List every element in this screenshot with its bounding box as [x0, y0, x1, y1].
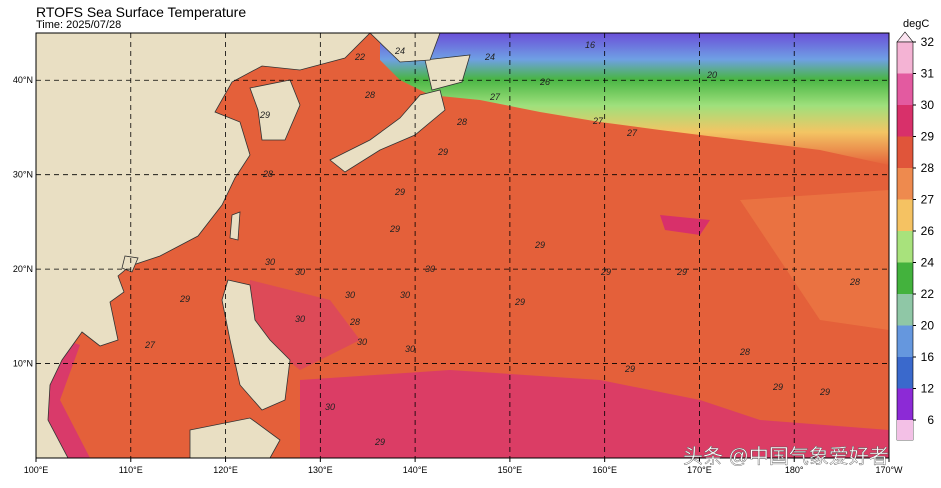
colorbar-tick-label: 27 [921, 193, 935, 207]
colorbar-tick-label: 22 [921, 287, 935, 301]
contour-label: 29 [394, 187, 405, 197]
land-taiwan [229, 211, 241, 241]
land-borneo [189, 417, 281, 458]
contour-label: 29 [437, 147, 448, 157]
contour-label: 30 [400, 290, 410, 300]
lon-tick-label: 140°E [403, 465, 428, 475]
watermark: 头条 @中国气象爱好者 [683, 445, 889, 468]
colorbar-tick-label: 24 [921, 256, 935, 270]
contour-label: 29 [514, 297, 525, 307]
colorbar-band [897, 420, 913, 440]
contour-label: 26 [539, 77, 550, 87]
lon-tick-label: 160°E [592, 465, 617, 475]
contour-label: 30 [295, 314, 305, 324]
contour-label: 28 [349, 317, 360, 327]
contour-label: 28 [849, 277, 860, 287]
contour-label: 29 [772, 382, 783, 392]
colorbar-band [897, 294, 913, 326]
colorbar-band [897, 262, 913, 294]
lat-tick-label: 30°N [13, 170, 33, 180]
land-japan [329, 89, 446, 173]
lon-tick-label: 110°E [119, 465, 143, 475]
contour-label: 29 [624, 364, 635, 374]
contour-label: 27 [592, 116, 604, 126]
contour-label: 29 [676, 267, 687, 277]
colorbar-tick-label: 29 [921, 130, 935, 144]
contour-label: 27 [144, 340, 156, 350]
lon-tick-label: 150°E [498, 465, 523, 475]
land-sakhalin [369, 33, 441, 63]
time-label: Time: 2025/07/28 [36, 19, 121, 31]
plot-frame [35, 32, 890, 459]
contour-label: 29 [179, 294, 190, 304]
contour-label: 30 [265, 257, 275, 267]
contour-label: 16 [585, 40, 595, 50]
contour-label: 28 [456, 117, 467, 127]
contour-label: 29 [819, 387, 830, 397]
contour-label: 30 [425, 264, 435, 274]
contour-label: 29 [374, 437, 385, 447]
colorbar-tick-label: 32 [921, 35, 935, 49]
lat-tick-label: 40°N [13, 75, 33, 85]
colorbar-band [897, 168, 913, 200]
colorbar-tick-label: 31 [921, 67, 935, 81]
contour-label: 29 [389, 224, 400, 234]
lon-tick-label: 100°E [24, 465, 49, 475]
lon-tick-label: 130°E [308, 465, 333, 475]
colorbar-band [897, 42, 913, 74]
cool-waters [380, 33, 889, 165]
contour-label: 24 [484, 52, 495, 62]
colorbar-tick-label: 20 [921, 319, 935, 333]
warm-pool [660, 215, 710, 235]
contour-label: 28 [739, 347, 750, 357]
mild-water [740, 190, 889, 330]
contour-label: 27 [489, 92, 501, 102]
land-asia [36, 33, 371, 458]
contour-label: 30 [295, 267, 305, 277]
map-field [36, 33, 889, 458]
colorbar-tick-label: 26 [921, 224, 935, 238]
contour-label: 30 [345, 290, 355, 300]
lon-tick-label: 170°E [687, 465, 712, 475]
contour-label: 29 [534, 240, 545, 250]
contour-label: 29 [259, 110, 270, 120]
contour-label: 30 [405, 344, 415, 354]
land-hokkaido [424, 54, 471, 91]
contour-label: 20 [706, 70, 717, 80]
land-philippines [221, 279, 291, 411]
colorbar-label: degC [903, 18, 929, 30]
colorbar-band [897, 136, 913, 168]
colorbar-band [897, 199, 913, 231]
title: RTOFS Sea Surface Temperature [36, 4, 246, 20]
contour-label: 28 [364, 90, 375, 100]
colorbar-tick-label: 28 [921, 161, 935, 175]
colorbar-band [897, 105, 913, 137]
contour-label: 27 [626, 128, 638, 138]
colorbar-tick-label: 16 [921, 350, 935, 364]
colorbar-extend [896, 31, 914, 43]
lon-tick-label: 120°E [213, 465, 238, 475]
contour-label: 30 [357, 337, 367, 347]
contour-label: 29 [600, 267, 611, 277]
lat-tick-label: 10°N [13, 359, 33, 369]
lon-tick-label: 180° [785, 465, 804, 475]
lat-tick-label: 20°N [13, 264, 33, 274]
colorbar-tick-label: 30 [921, 98, 935, 112]
contour-label: 28 [262, 169, 273, 179]
warm-pool [300, 370, 889, 458]
contour-label: 22 [354, 52, 365, 62]
colorbar-tick-label: 6 [927, 413, 934, 427]
contour-label: 24 [394, 46, 405, 56]
colorbar-band [897, 357, 913, 389]
colorbar-band [897, 73, 913, 105]
colorbar-band [897, 231, 913, 263]
lon-tick-label: 170°W [875, 465, 903, 475]
colorbar-band [897, 325, 913, 357]
contour-label: 30 [325, 402, 335, 412]
land-hainan [121, 255, 139, 273]
colorbar-band [897, 388, 913, 420]
colorbar-tick-label: 12 [921, 382, 935, 396]
